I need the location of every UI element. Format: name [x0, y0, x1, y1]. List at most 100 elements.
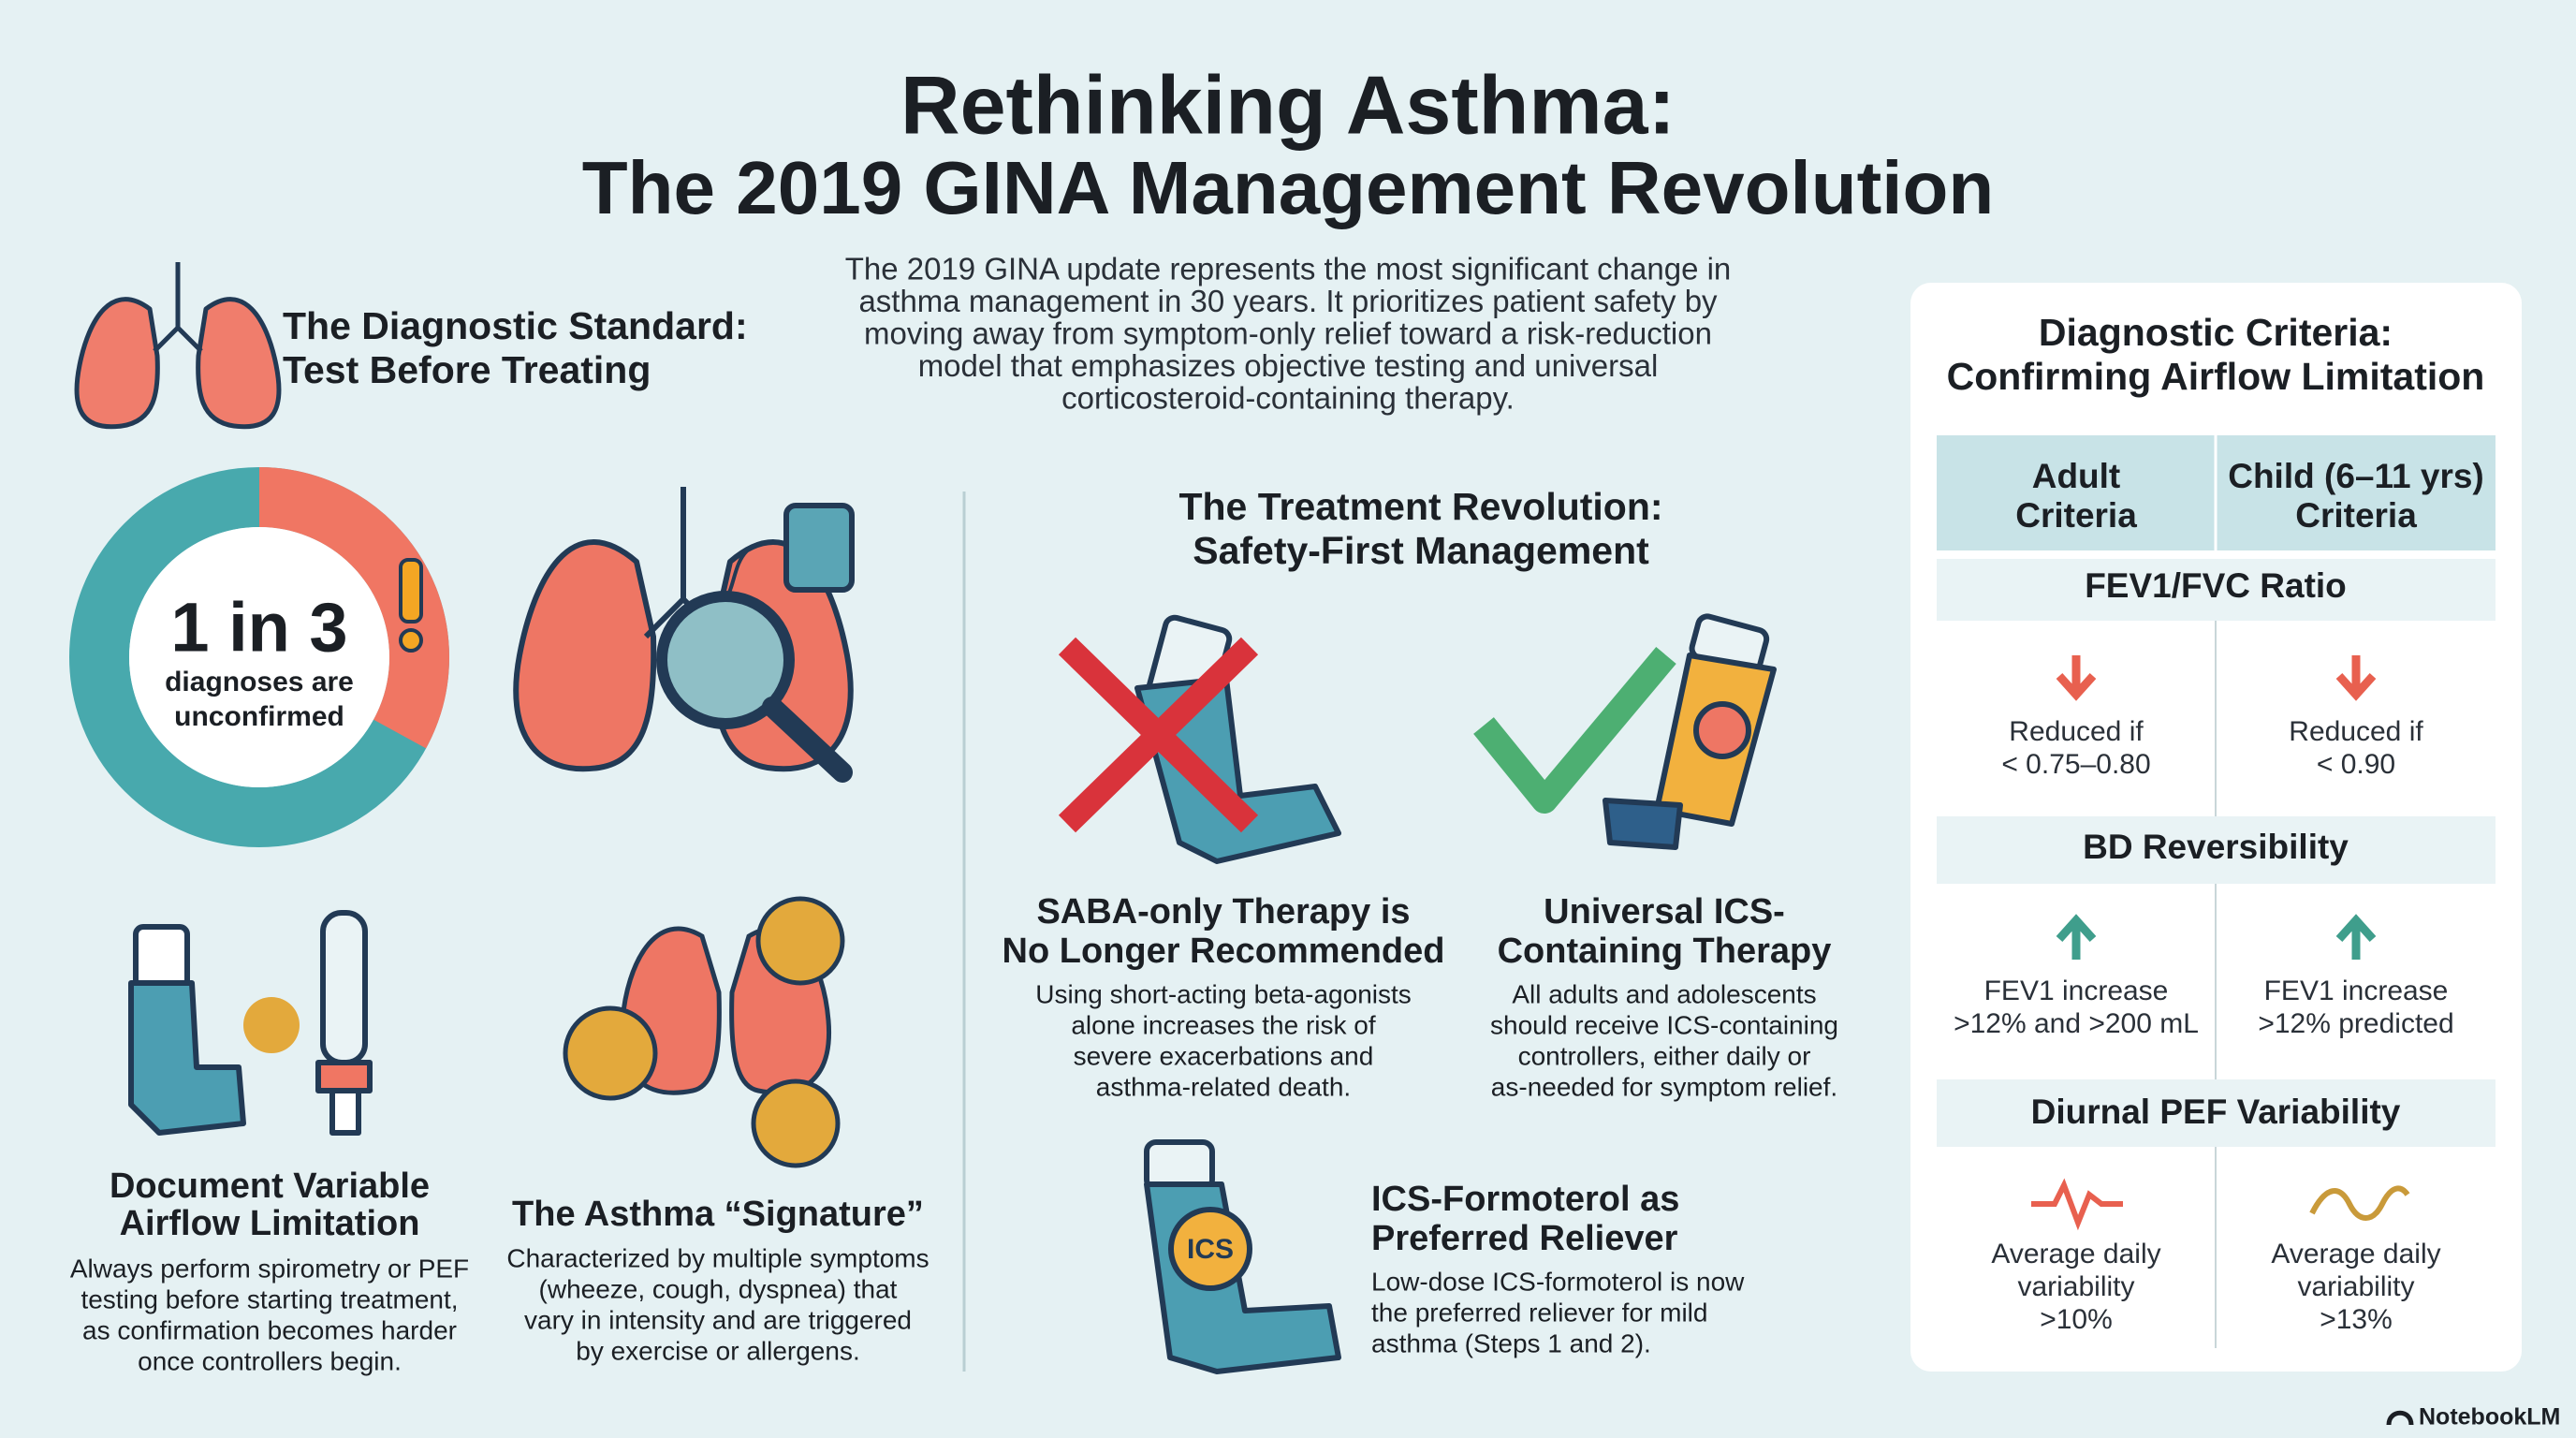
- coin: [243, 997, 300, 1053]
- badge-cough: [755, 896, 845, 986]
- big-lung-left: [513, 539, 657, 772]
- card-text: vary in intensity and are triggered: [524, 1305, 912, 1334]
- column-header: Criteria: [2015, 496, 2137, 535]
- cell-text: variability: [2297, 1271, 2414, 1302]
- brand: NotebookLM: [2419, 1404, 2560, 1431]
- card-title: Diagnostic Criteria:: [2039, 311, 2393, 354]
- cell-text: >12% and >200 mL: [1954, 1008, 2199, 1039]
- alert-bar: [399, 558, 423, 624]
- icon-label: ICS: [1187, 1234, 1234, 1265]
- item-text: Low-dose ICS-formoterol is now: [1371, 1267, 1745, 1296]
- peak-flow-base: [315, 1060, 373, 1093]
- item-title: No Longer Recommended: [1003, 932, 1445, 971]
- lungs-icon: [74, 262, 282, 430]
- cell-text: < 0.90: [2317, 749, 2395, 780]
- intro: asthma management in 30 years. It priori…: [858, 284, 1718, 318]
- pef-wave: [2309, 1185, 2410, 1221]
- ics-icon: [1473, 613, 1777, 850]
- cell-text: FEV1 increase: [2264, 976, 2449, 1006]
- item-title: ICS-Formoterol as: [1371, 1180, 1679, 1219]
- item-text: controllers, either daily or: [1518, 1041, 1811, 1070]
- item-title: Containing Therapy: [1498, 932, 1832, 971]
- card-text: (wheeze, cough, dyspnea) that: [539, 1274, 898, 1303]
- lung-right: [196, 297, 282, 430]
- column-header: Adult: [2032, 457, 2121, 495]
- formoterol-icon: [1144, 1139, 1341, 1374]
- item-title: SABA-only Therapy is: [1036, 892, 1410, 932]
- item-text: should receive ICS-containing: [1490, 1010, 1838, 1039]
- form-badge: [1168, 1207, 1252, 1291]
- red-x: [1058, 637, 1259, 833]
- cell-text: < 0.75–0.80: [2001, 749, 2150, 780]
- ics-badge: [1693, 701, 1751, 759]
- brand-logo: [2386, 1410, 2414, 1426]
- donut: [69, 467, 449, 847]
- cell-text: variability: [2017, 1271, 2134, 1302]
- section-name: BD Reversibility: [2083, 828, 2349, 866]
- lung-left: [74, 297, 160, 430]
- pef-wave: [2031, 1178, 2123, 1231]
- symptom-lungs: [563, 896, 845, 1168]
- stat: 1 in 3: [170, 589, 347, 667]
- intro: model that emphasizes objective testing …: [918, 348, 1659, 383]
- alert-dot: [399, 628, 423, 653]
- up-arrow: [2056, 914, 2097, 960]
- donut-red: [69, 467, 449, 847]
- intro: moving away from symptom-only relief tow…: [864, 316, 1712, 351]
- peak-flow-mouth: [329, 1088, 361, 1136]
- section-band: [1937, 816, 2496, 884]
- meter-cord: [724, 539, 787, 601]
- item-title: Preferred Reliever: [1371, 1219, 1678, 1258]
- card-text: Characterized by multiple symptoms: [506, 1243, 929, 1272]
- item-text: asthma-related death.: [1096, 1072, 1351, 1101]
- badge-left: [563, 1005, 658, 1101]
- card-title: The Asthma “Signature”: [512, 1195, 924, 1234]
- saba-body: [1134, 676, 1341, 864]
- green-check: [1473, 647, 1676, 814]
- column-header: Child (6–11 yrs): [2228, 457, 2484, 495]
- item-text: asthma (Steps 1 and 2).: [1371, 1328, 1651, 1357]
- brand-mark: [2386, 1410, 2414, 1426]
- card-text: testing before starting treatment,: [80, 1284, 458, 1313]
- card-title: Confirming Airflow Limitation: [1947, 355, 2485, 398]
- cell-text: >10%: [2040, 1304, 2113, 1335]
- up-arrow: [2335, 914, 2377, 960]
- badge-bottom: [751, 1078, 841, 1168]
- lungs-magnifier: [513, 487, 855, 783]
- saba-icon: [1058, 614, 1341, 864]
- inhaler-body: [128, 980, 246, 1136]
- peak-flow: [320, 910, 368, 1065]
- column-header: Criteria: [2295, 496, 2417, 535]
- section-heading: The Diagnostic Standard:: [283, 304, 748, 347]
- meter: [783, 503, 855, 593]
- item-text: Using short-acting beta-agonists: [1035, 979, 1412, 1008]
- item-text: severe exacerbations and: [1074, 1041, 1374, 1070]
- card-title: Document Variable: [110, 1167, 430, 1206]
- magnifier-handle: [762, 697, 853, 783]
- criteria-card: [1910, 283, 2522, 1372]
- intro: The 2019 GINA update represents the most…: [845, 252, 1732, 286]
- section-name: FEV1/FVC Ratio: [2085, 566, 2347, 605]
- section-band: [1937, 559, 2496, 621]
- cell-text: Reduced if: [2289, 716, 2423, 747]
- section-name: Diurnal PEF Variability: [2031, 1093, 2401, 1131]
- card-title: Airflow Limitation: [120, 1204, 420, 1243]
- title: Rethinking Asthma:: [900, 58, 1676, 151]
- down-arrow: [2056, 655, 2097, 701]
- section-heading: Safety-First Management: [1193, 529, 1649, 572]
- item-text: alone increases the risk of: [1071, 1010, 1376, 1039]
- item-text: as-needed for symptom relief.: [1491, 1072, 1837, 1101]
- stat-caption: diagnoses are: [165, 667, 354, 697]
- cell-text: Average daily: [1991, 1239, 2160, 1269]
- ics-mouth: [1603, 798, 1683, 850]
- section-band: [1937, 1079, 2496, 1147]
- down-arrow: [2335, 655, 2377, 701]
- item-title: Universal ICS-: [1544, 892, 1785, 932]
- item-text: the preferred reliever for mild: [1371, 1298, 1707, 1327]
- title: The 2019 GINA Management Revolution: [582, 146, 1994, 229]
- form-body: [1144, 1181, 1341, 1374]
- stat-caption: unconfirmed: [174, 701, 344, 732]
- cell-text: >13%: [2320, 1304, 2393, 1335]
